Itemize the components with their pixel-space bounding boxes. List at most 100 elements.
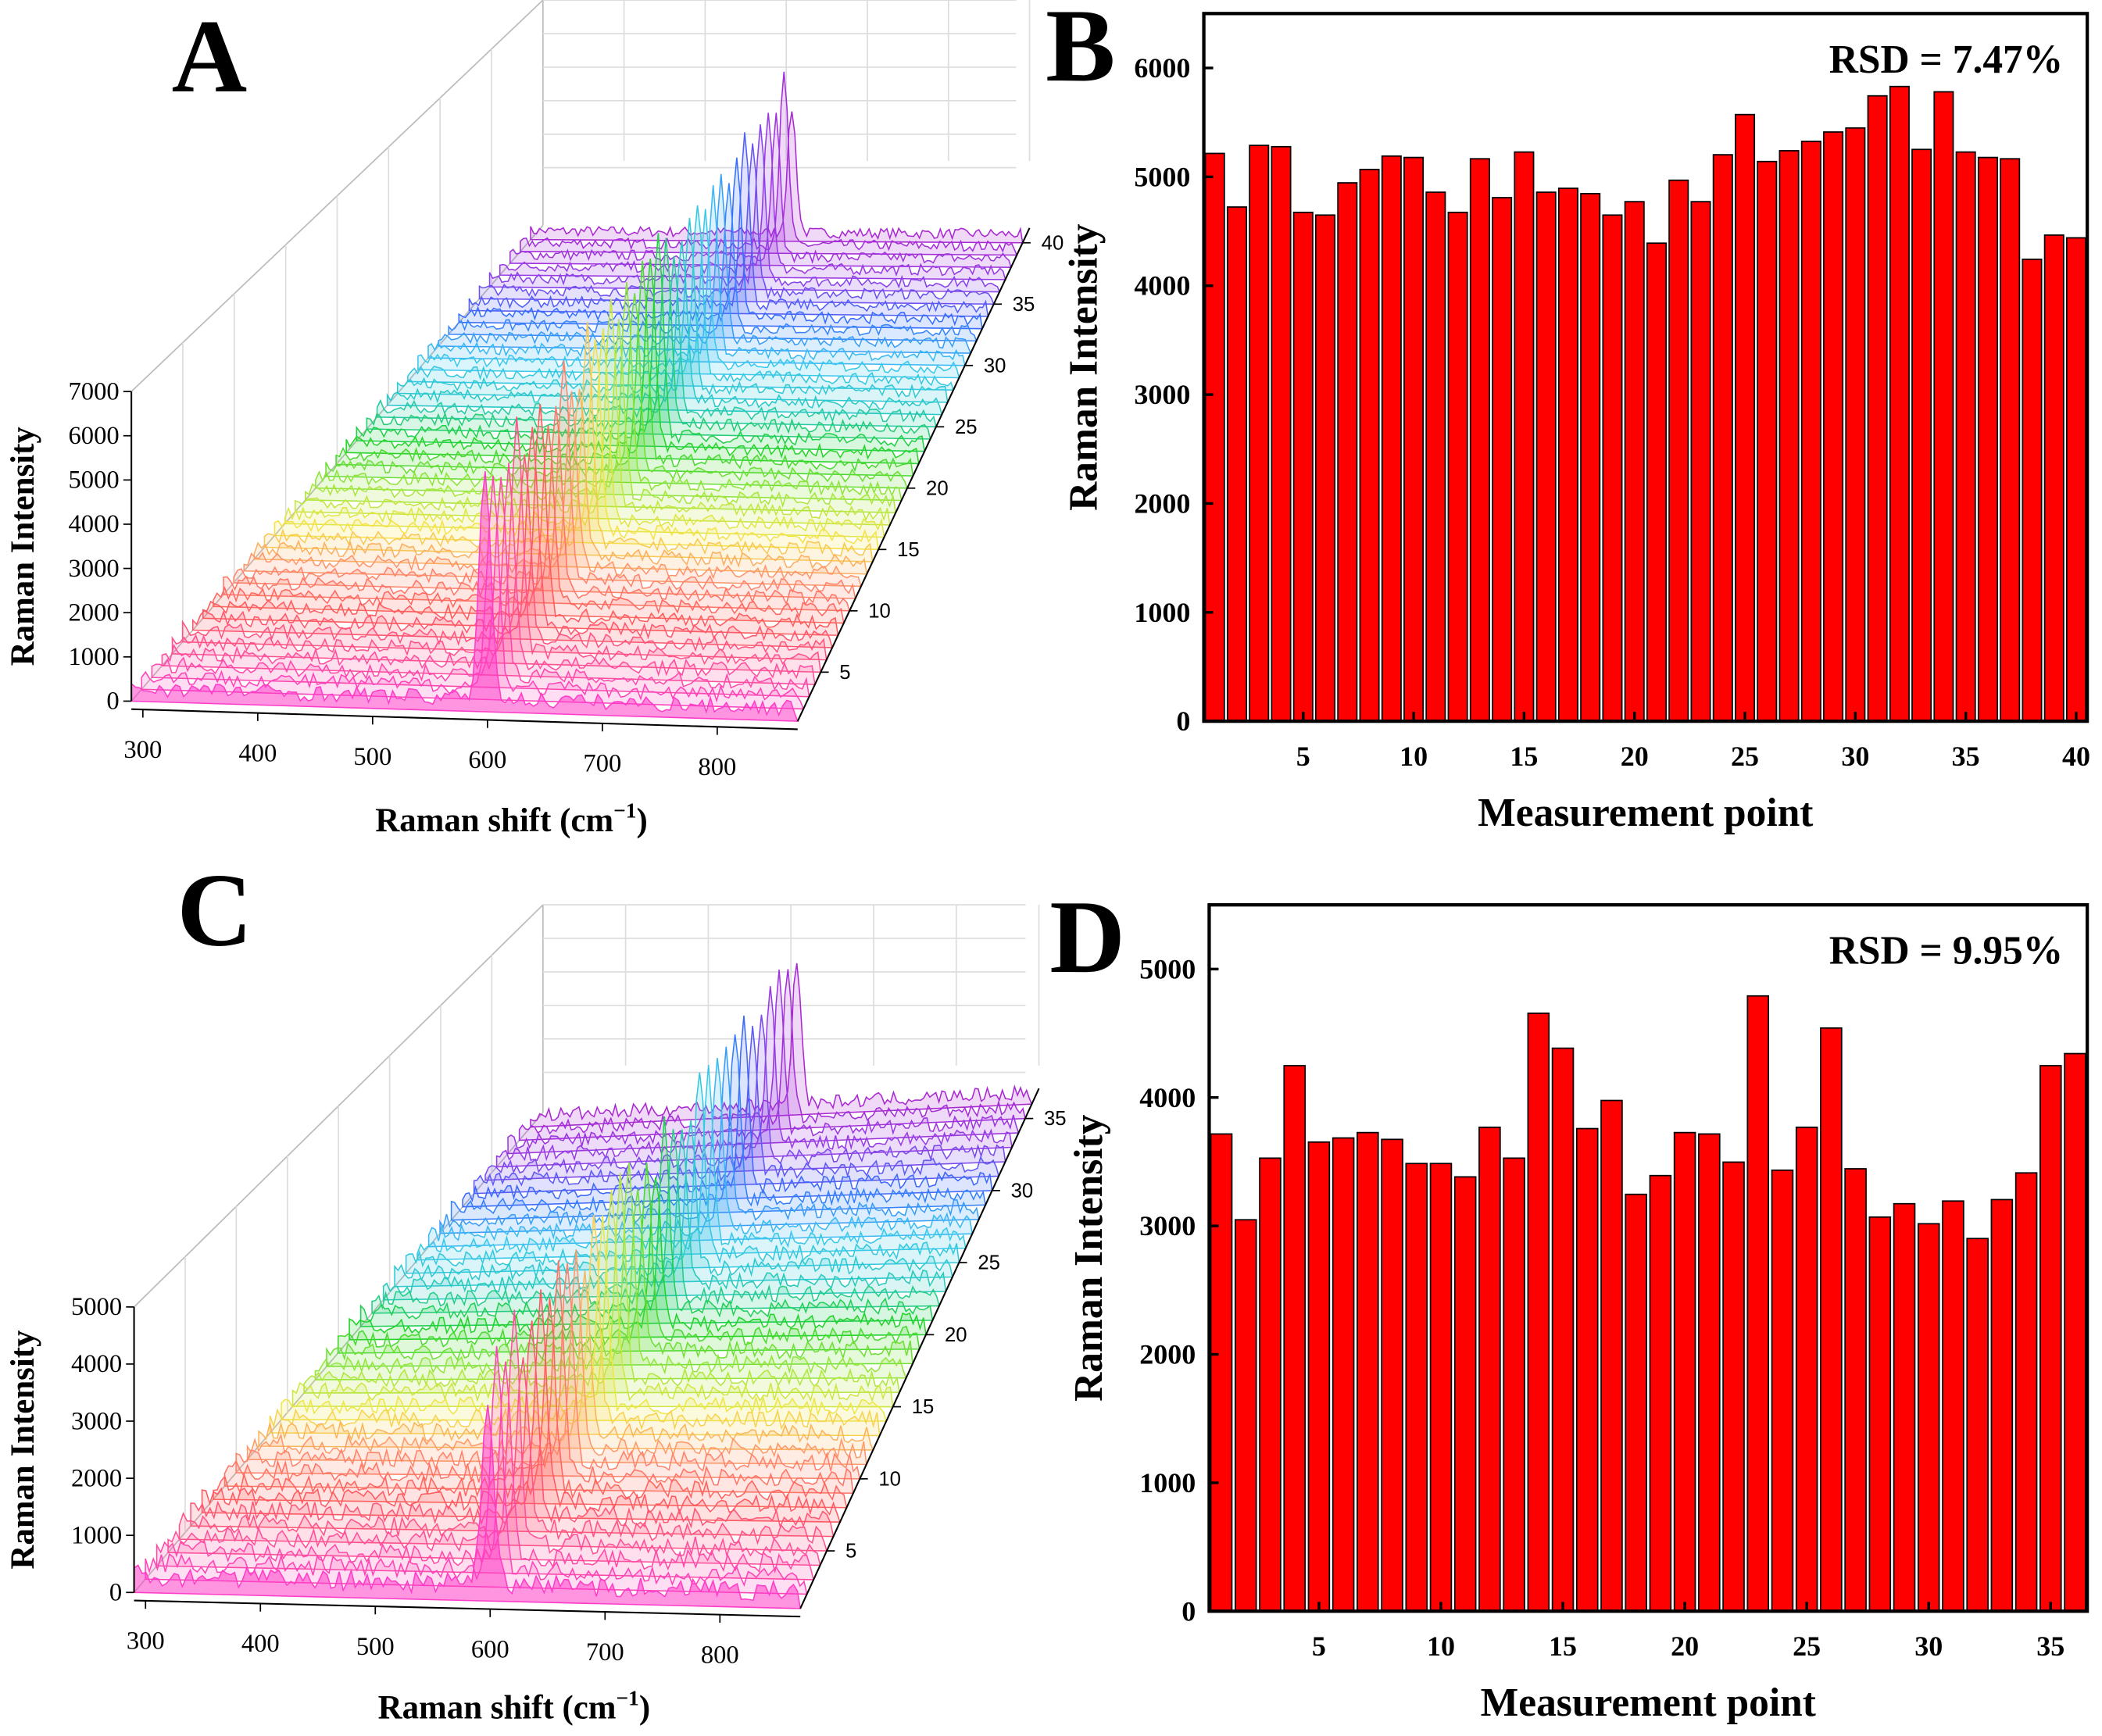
y-tick-label: 0 — [106, 688, 119, 716]
z-axis-line — [796, 227, 1031, 722]
bar-35 — [1955, 151, 1976, 723]
bar-18 — [1625, 1193, 1647, 1613]
panel-a-3d-spectra: 300 400 500 600 700 800 0 1000 2000 3000 4000 5000 6… — [5, 0, 1064, 839]
y-tick-label: 3000 — [69, 555, 120, 583]
spectrum-trace-32 — [484, 1014, 1006, 1181]
y-tick-label: 1000 — [1134, 597, 1190, 628]
bar-34 — [1933, 91, 1954, 723]
y-tick-label: 0 — [1181, 1595, 1196, 1627]
spectrum-trace-40 — [530, 111, 1024, 244]
spectrum-trace-27 — [396, 217, 949, 403]
bar-32 — [1889, 85, 1910, 723]
bar-31 — [1942, 1200, 1964, 1613]
bar-23 — [1690, 201, 1711, 723]
bar-24 — [1712, 154, 1733, 723]
bar-33 — [1990, 1198, 2014, 1613]
bar-1 — [1204, 152, 1225, 723]
y-tick-label: 4000 — [1134, 270, 1190, 302]
bar-9 — [1381, 155, 1402, 723]
x-tick-label: 25 — [1731, 741, 1759, 772]
spectrum-trace-6 — [181, 454, 828, 661]
spectrum-trace-13 — [253, 388, 868, 575]
z-tick-label: 20 — [926, 477, 949, 499]
bar-21 — [1698, 1133, 1721, 1613]
bar-3 — [1249, 145, 1270, 723]
spectrum-trace-32 — [448, 183, 978, 342]
bar-21 — [1646, 242, 1667, 723]
bar-36 — [1977, 156, 1998, 723]
bar-5 — [1307, 1141, 1331, 1613]
spectrum-trace-1 — [130, 470, 799, 722]
x-axis-title: Raman shift (cm−1) — [378, 1686, 650, 1726]
spectrum-trace-12 — [258, 1270, 874, 1451]
spectrum-trace-8 — [213, 1297, 848, 1509]
spectrum-trace-11 — [246, 1249, 867, 1466]
bar-19 — [1602, 214, 1623, 723]
spectrum-trace-7 — [191, 427, 834, 648]
z-tick-label: 30 — [1011, 1180, 1034, 1202]
bar-17 — [1557, 188, 1578, 723]
x-axis-title: Measurement point — [1478, 791, 1813, 835]
y-tick-label: 3000 — [71, 1407, 122, 1435]
spectrum-trace-7 — [201, 1289, 842, 1523]
z-tick-label: 30 — [984, 355, 1006, 377]
bar-20 — [1624, 201, 1645, 723]
bar-4 — [1271, 145, 1292, 723]
bar-13 — [1469, 158, 1490, 723]
spectrum-trace-26 — [416, 1064, 967, 1261]
spectrum-trace-27 — [427, 1058, 974, 1248]
bar-27 — [1844, 1168, 1867, 1613]
bar-15 — [1514, 151, 1535, 723]
bar-35 — [2039, 1065, 2062, 1613]
panel-label-d: D — [1049, 879, 1125, 995]
x-tick-label: 10 — [1400, 741, 1428, 772]
y-tick-label: 2000 — [69, 598, 120, 627]
x-tick-label: 700 — [583, 750, 621, 778]
z-tick-label: 20 — [945, 1324, 967, 1346]
bar-8 — [1359, 169, 1380, 723]
x-tick-label: 500 — [356, 1633, 395, 1661]
plot-frame — [1207, 903, 2089, 1613]
x-tick-label: 800 — [698, 753, 736, 781]
x-axis-title: Measurement point — [1481, 1681, 1816, 1725]
bar-32 — [1966, 1238, 1989, 1613]
z-tick-label: 35 — [1044, 1108, 1067, 1130]
spectrum-trace-18 — [326, 1189, 913, 1367]
bar-29 — [1823, 131, 1844, 723]
bar-30 — [1917, 1223, 1940, 1613]
bar-23 — [1746, 995, 1770, 1613]
bar-18 — [1580, 192, 1601, 723]
y-tick-label: 3000 — [1134, 379, 1190, 410]
x-tick-label: 500 — [353, 743, 391, 771]
bar-30 — [1845, 127, 1866, 723]
z-tick-label: 25 — [955, 416, 978, 438]
bar-6 — [1332, 1137, 1355, 1613]
spectrum-trace-31 — [438, 173, 972, 354]
spectrum-trace-20 — [325, 293, 909, 489]
bar-14 — [1492, 197, 1513, 723]
rsd-annotation: RSD = 7.47% — [1829, 38, 2063, 82]
spectrum-trace-21 — [359, 1116, 934, 1327]
y-tick-label: 0 — [1176, 705, 1190, 737]
bar-7 — [1357, 1131, 1379, 1613]
bar-16 — [1535, 191, 1557, 723]
spectrum-trace-15 — [291, 1190, 894, 1408]
bar-27 — [1778, 150, 1800, 723]
x-tick-label: 300 — [127, 1627, 165, 1656]
bar-13 — [1503, 1157, 1525, 1613]
bar-38 — [2022, 258, 2043, 723]
y-tick-label: 5000 — [1134, 161, 1190, 192]
z-tick-label: 35 — [1013, 294, 1035, 316]
y-tick-label: 1000 — [71, 1521, 122, 1549]
spectrum-trace-12 — [243, 391, 863, 588]
spectrum-trace-21 — [335, 260, 914, 477]
x-tick-label: 15 — [1549, 1631, 1577, 1662]
bar-11 — [1453, 1176, 1477, 1613]
spectrum-trace-5 — [178, 1357, 828, 1552]
spectrum-trace-14 — [263, 321, 874, 563]
y-tick-label: 1000 — [69, 643, 120, 671]
z-tick-label: 40 — [1042, 232, 1064, 254]
bar-36 — [2064, 1052, 2086, 1613]
y-axis-title: Raman Intensity — [5, 1330, 41, 1570]
bar-22 — [1668, 179, 1689, 723]
